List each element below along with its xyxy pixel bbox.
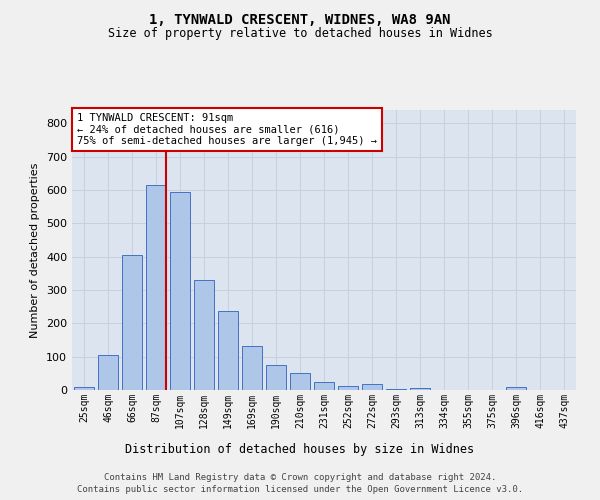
Bar [506, 388, 526, 390]
Y-axis label: Number of detached properties: Number of detached properties [31, 162, 40, 338]
Bar [170, 192, 190, 390]
Text: Size of property relative to detached houses in Widnes: Size of property relative to detached ho… [107, 28, 493, 40]
Bar [74, 388, 94, 390]
Text: Distribution of detached houses by size in Widnes: Distribution of detached houses by size … [125, 442, 475, 456]
Bar [242, 346, 262, 390]
Bar [218, 311, 238, 390]
Bar [410, 388, 430, 390]
Bar [290, 373, 310, 390]
Bar [194, 280, 214, 390]
Bar [122, 255, 142, 390]
Bar [362, 384, 382, 390]
Text: 1 TYNWALD CRESCENT: 91sqm
← 24% of detached houses are smaller (616)
75% of semi: 1 TYNWALD CRESCENT: 91sqm ← 24% of detac… [77, 113, 377, 146]
Bar [314, 382, 334, 390]
Text: 1, TYNWALD CRESCENT, WIDNES, WA8 9AN: 1, TYNWALD CRESCENT, WIDNES, WA8 9AN [149, 12, 451, 26]
Text: Contains HM Land Registry data © Crown copyright and database right 2024.: Contains HM Land Registry data © Crown c… [104, 472, 496, 482]
Bar [146, 184, 166, 390]
Text: Contains public sector information licensed under the Open Government Licence v3: Contains public sector information licen… [77, 485, 523, 494]
Bar [386, 389, 406, 390]
Bar [98, 355, 118, 390]
Bar [338, 386, 358, 390]
Bar [266, 364, 286, 390]
